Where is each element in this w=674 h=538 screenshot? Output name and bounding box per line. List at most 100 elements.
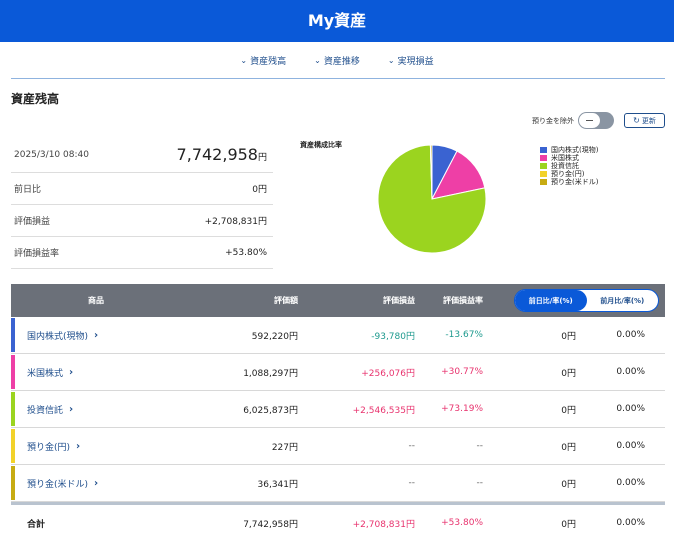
summary-value: +53.80% [225,247,267,258]
nav-link-label: 資産推移 [323,56,360,67]
summary-row-daychange: 前日比 0円 [11,173,273,205]
category-color-bar [11,429,15,463]
legend-label: 国内株式(現物) [551,146,599,154]
legend-label: 預り金(円) [551,170,585,178]
holding-link[interactable]: 投資信託 › [11,403,181,416]
summary-value: +2,708,831円 [204,217,267,227]
update-button[interactable]: ↻ 更新 [624,113,665,128]
total-value: 7,742,958 [176,145,258,164]
page-title: My資産 [307,11,367,30]
holding-link[interactable]: 預り金(円) › [11,440,181,453]
allocation-pie-chart [377,144,487,254]
cell-rate: -- [476,441,484,451]
pie-legend: 国内株式(現物) 米国株式 投資信託 預り金(円) 預り金(米ドル) [540,146,598,186]
chevron-down-icon: ⌄ [387,55,395,65]
cell-day: 0円 [561,331,576,342]
summary-label: 前日比 [14,185,42,195]
col-header-eval: 評価額 [274,296,298,305]
table-header: 商品 評価額 評価損益 評価損益率 前日比/率(%) 前月比/率(%) [11,284,665,317]
chevron-down-icon: ⌄ [240,55,248,65]
holding-link[interactable]: 預り金(米ドル) › [11,477,181,490]
cell-day: 0円 [561,368,576,379]
cell-eval: 592,220円 [251,331,298,342]
holding-name: 預り金(円) [27,442,71,453]
category-color-bar [11,318,15,352]
segment-daily[interactable]: 前日比/率(%) [515,290,587,311]
cell-eval: 6,025,873円 [243,405,298,416]
cell-day: 0円 [561,405,576,416]
col-header-rate: 評価損益率 [443,296,483,305]
legend-item: 預り金(米ドル) [540,178,598,186]
cell-pl: -93,780円 [371,331,415,342]
refresh-icon: ↻ [633,116,640,125]
chevron-down-icon: ⌄ [314,55,321,65]
segment-monthly[interactable]: 前月比/率(%) [600,296,645,305]
total-rate: +53.80% [441,518,483,528]
balance-summary: 2025/3/10 08:40 7,742,958円 前日比 0円 評価損益 +… [11,137,273,269]
total-eval: 7,742,958円 [243,519,298,530]
nav-link-realized[interactable]: ⌄ 実現損益 [388,54,434,67]
holdings-table: 商品 評価額 評価損益 評価損益率 前日比/率(%) 前月比/率(%) 国内株式… [11,284,665,538]
holding-name: 国内株式(現物) [27,331,89,342]
cell-day: 0円 [561,479,576,490]
total-pl: +2,708,831円 [352,519,415,530]
legend-item: 預り金(円) [540,170,598,178]
legend-swatch [540,155,547,161]
table-row: 預り金(円) › 227円 -- -- 0円 0.00% [11,428,665,465]
cell-dayr: 0.00% [616,404,645,414]
table-row: 投資信託 › 6,025,873円 +2,546,535円 +73.19% 0円 0.00% [11,391,665,428]
chevron-right-icon: › [69,403,74,415]
nav-link-history[interactable]: ⌄ 資産推移 [314,54,360,67]
nav-link-balance[interactable]: ⌄ 資産残高 [240,54,286,67]
cell-dayr: 0.00% [616,478,645,488]
total-label: 合計 [27,519,46,530]
exclude-deposit-toggle[interactable] [578,112,614,129]
cell-pl: -- [408,441,416,451]
page-header: My資産 [0,0,674,42]
cell-rate: +73.19% [441,404,483,414]
cell-rate: -- [476,478,484,488]
holding-link[interactable]: 国内株式(現物) › [11,329,181,342]
toggle-knob [579,113,600,128]
summary-label: 評価損益率 [14,249,60,259]
summary-datetime: 2025/3/10 08:40 [14,149,89,160]
cell-rate: +30.77% [441,367,483,377]
total-divider [11,502,665,505]
toggle-label: 預り金を除外 [532,116,574,125]
nav-link-label: 実現損益 [397,56,434,67]
legend-swatch [540,147,547,153]
chevron-right-icon: › [94,329,99,341]
cell-dayr: 0.00% [616,441,645,451]
chevron-right-icon: › [94,477,99,489]
legend-item: 投資信託 [540,162,598,170]
legend-item: 米国株式 [540,154,598,162]
cell-eval: 227円 [271,442,298,453]
section-title: 資産残高 [11,92,60,106]
chevron-right-icon: › [76,440,81,452]
chevron-right-icon: › [69,366,74,378]
legend-swatch [540,163,547,169]
cell-eval: 36,341円 [257,479,299,490]
table-body: 国内株式(現物) › 592,220円 -93,780円 -13.67% 0円 0.00% 米… [11,317,665,502]
summary-total: 7,742,958円 [177,145,267,164]
category-color-bar [11,392,15,426]
nav-divider [11,78,665,79]
holding-name: 投資信託 [27,405,64,416]
cell-day: 0円 [561,442,576,453]
cell-pl: -- [408,478,416,488]
pie-slice [377,144,487,254]
legend-swatch [540,171,547,177]
pie-title: 資産構成比率 [300,141,342,149]
total-yen: 円 [257,153,267,163]
summary-row-pl: 評価損益 +2,708,831円 [11,205,273,237]
legend-label: 投資信託 [551,162,579,170]
table-row: 預り金(米ドル) › 36,341円 -- -- 0円 0.00% [11,465,665,502]
category-color-bar [11,466,15,500]
col-header-pl: 評価損益 [383,296,415,305]
total-day: 0円 [561,519,576,530]
legend-swatch [540,179,547,185]
cell-pl: +256,076円 [361,368,415,379]
period-segmented-control: 前日比/率(%) 前月比/率(%) [514,289,659,312]
holding-link[interactable]: 米国株式 › [11,366,181,379]
total-dayr: 0.00% [616,518,645,528]
